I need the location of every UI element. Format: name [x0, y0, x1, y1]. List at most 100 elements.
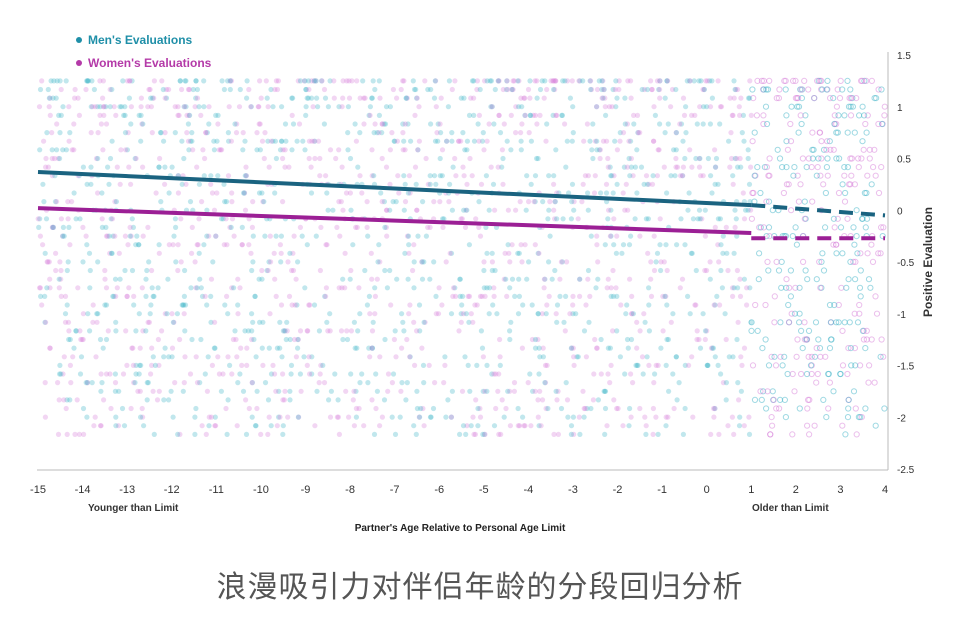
scatter-point: [511, 388, 517, 394]
scatter-point: [864, 215, 871, 222]
scatter-point: [277, 242, 283, 248]
scatter-point: [763, 233, 770, 240]
scatter-point: [399, 380, 405, 386]
scatter-point: [707, 104, 714, 110]
scatter-point: [85, 78, 91, 84]
scatter-point: [464, 207, 470, 213]
scatter-point: [328, 388, 334, 394]
scatter-point: [693, 155, 699, 162]
scatter-point: [128, 405, 134, 412]
scatter-point: [229, 285, 235, 291]
scatter-point: [390, 371, 397, 377]
scatter-point: [202, 155, 208, 162]
scatter-point: [367, 354, 373, 360]
scatter-point: [244, 362, 250, 368]
scatter-point: [705, 155, 712, 162]
scatter-point: [368, 250, 374, 256]
scatter-point: [506, 250, 512, 256]
scatter-point: [762, 103, 770, 110]
scatter-point: [414, 388, 420, 394]
scatter-point: [467, 155, 473, 162]
scatter-point: [428, 414, 434, 420]
scatter-point: [504, 78, 510, 84]
scatter-point: [715, 78, 721, 84]
scatter-point: [292, 302, 298, 308]
scatter-point: [273, 155, 279, 162]
scatter-point: [830, 95, 837, 102]
scatter-point: [121, 423, 128, 429]
scatter-point: [607, 345, 614, 351]
scatter-point: [231, 285, 237, 291]
scatter-point: [489, 267, 495, 274]
scatter-point: [477, 293, 484, 299]
scatter-point: [585, 207, 591, 213]
scatter-point: [379, 414, 385, 420]
scatter-point: [271, 250, 277, 256]
scatter-point: [249, 224, 255, 230]
scatter-point: [124, 147, 130, 153]
scatter-point: [881, 103, 888, 110]
scatter-point: [683, 130, 689, 136]
scatter-point: [330, 207, 336, 213]
scatter-point: [289, 267, 295, 274]
scatter-point: [411, 242, 417, 248]
scatter-point: [367, 112, 373, 118]
scatter-point: [389, 130, 395, 136]
scatter-point: [438, 130, 444, 136]
scatter-point: [601, 388, 607, 394]
scatter-point: [720, 380, 727, 386]
scatter-point: [178, 216, 184, 222]
scatter-point: [602, 388, 608, 394]
scatter-point: [817, 172, 824, 179]
scatter-point: [577, 293, 583, 299]
scatter-point: [278, 250, 284, 256]
scatter-point: [422, 78, 428, 84]
scatter-point: [57, 155, 63, 162]
scatter-point: [672, 173, 678, 179]
scatter-point: [153, 190, 159, 196]
scatter-point: [161, 138, 167, 144]
scatter-point: [594, 138, 600, 144]
scatter-point: [417, 328, 423, 334]
scatter-point: [120, 371, 127, 377]
scatter-point: [396, 190, 402, 196]
scatter-point: [450, 164, 456, 170]
scatter-point: [826, 379, 834, 386]
scatter-point: [208, 181, 214, 187]
scatter-point: [196, 181, 202, 187]
scatter-point: [614, 405, 620, 412]
scatter-point: [277, 345, 283, 351]
scatter-point: [518, 147, 524, 153]
scatter-point: [486, 121, 492, 127]
scatter-point: [710, 345, 717, 351]
scatter-point: [690, 216, 697, 222]
scatter-point: [149, 362, 155, 368]
scatter-point: [516, 293, 523, 299]
scatter-point: [477, 86, 483, 93]
scatter-point: [621, 164, 628, 170]
scatter-point: [263, 78, 269, 84]
scatter-point: [232, 121, 238, 127]
scatter-point: [79, 336, 85, 343]
scatter-point: [702, 336, 708, 343]
scatter-point: [676, 380, 682, 386]
scatter-point: [230, 336, 236, 343]
scatter-point: [511, 380, 518, 386]
scatter-point: [311, 302, 318, 308]
scatter-point: [463, 431, 469, 437]
scatter-point: [402, 250, 408, 256]
scatter-point: [476, 224, 482, 230]
scatter-point: [91, 86, 97, 93]
scatter-point: [508, 147, 514, 153]
scatter-point: [407, 354, 413, 360]
scatter-point: [530, 112, 536, 118]
scatter-point: [385, 371, 392, 377]
scatter-point: [813, 276, 820, 283]
scatter-point: [80, 336, 86, 343]
scatter-point: [702, 328, 709, 334]
scatter-point: [265, 267, 271, 274]
scatter-point: [509, 242, 515, 248]
scatter-point: [198, 285, 204, 291]
scatter-point: [186, 86, 192, 93]
scatter-point: [232, 328, 238, 334]
